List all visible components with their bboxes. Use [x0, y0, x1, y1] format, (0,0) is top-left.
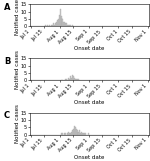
Bar — [83, 133, 84, 135]
Bar — [60, 9, 61, 26]
Bar — [64, 133, 65, 135]
Y-axis label: Notified cases: Notified cases — [15, 104, 20, 143]
Bar — [67, 25, 68, 26]
Bar — [76, 79, 77, 80]
Bar — [65, 133, 66, 135]
Bar — [85, 133, 86, 135]
Bar — [75, 79, 76, 80]
Bar — [64, 22, 65, 26]
X-axis label: Onset date: Onset date — [74, 155, 104, 160]
Bar — [72, 75, 73, 80]
Bar — [68, 25, 69, 26]
Text: C: C — [4, 111, 10, 120]
Bar — [57, 20, 58, 26]
Bar — [74, 126, 75, 135]
Bar — [49, 25, 50, 26]
Bar — [62, 19, 63, 26]
Y-axis label: Notified cases: Notified cases — [15, 0, 20, 35]
Bar — [72, 25, 73, 26]
Bar — [51, 25, 52, 26]
Bar — [77, 130, 78, 135]
Bar — [67, 133, 68, 135]
Bar — [63, 22, 64, 26]
Bar — [65, 79, 66, 80]
Bar — [81, 132, 82, 135]
Bar — [88, 133, 89, 135]
Bar — [68, 78, 69, 80]
Bar — [69, 79, 70, 80]
Bar — [76, 129, 77, 135]
Bar — [59, 15, 60, 26]
Y-axis label: Notified cases: Notified cases — [15, 50, 20, 89]
Bar — [61, 79, 62, 80]
Bar — [84, 133, 85, 135]
Bar — [53, 23, 54, 26]
Bar — [69, 133, 70, 135]
Text: A: A — [4, 3, 10, 12]
Bar — [52, 25, 53, 26]
Bar — [78, 132, 79, 135]
Bar — [61, 18, 62, 26]
Bar — [75, 127, 76, 135]
Bar — [56, 22, 57, 26]
Bar — [71, 132, 72, 135]
Bar — [58, 19, 59, 26]
Bar — [65, 23, 66, 26]
Bar — [55, 23, 56, 26]
Bar — [71, 78, 72, 80]
Bar — [77, 79, 78, 80]
Bar — [70, 133, 71, 135]
Text: B: B — [4, 57, 10, 66]
Bar — [80, 133, 81, 135]
Bar — [66, 23, 67, 26]
Bar — [73, 76, 74, 80]
X-axis label: Onset date: Onset date — [74, 46, 104, 51]
Bar — [70, 25, 71, 26]
Bar — [78, 79, 79, 80]
Bar — [69, 25, 70, 26]
Bar — [68, 132, 69, 135]
Bar — [74, 78, 75, 80]
X-axis label: Onset date: Onset date — [74, 100, 104, 105]
Bar — [79, 130, 80, 135]
Bar — [82, 133, 83, 135]
Bar — [62, 133, 63, 135]
Bar — [66, 79, 67, 80]
Bar — [73, 129, 74, 135]
Bar — [54, 25, 55, 26]
Bar — [70, 76, 71, 80]
Bar — [47, 25, 48, 26]
Bar — [72, 130, 73, 135]
